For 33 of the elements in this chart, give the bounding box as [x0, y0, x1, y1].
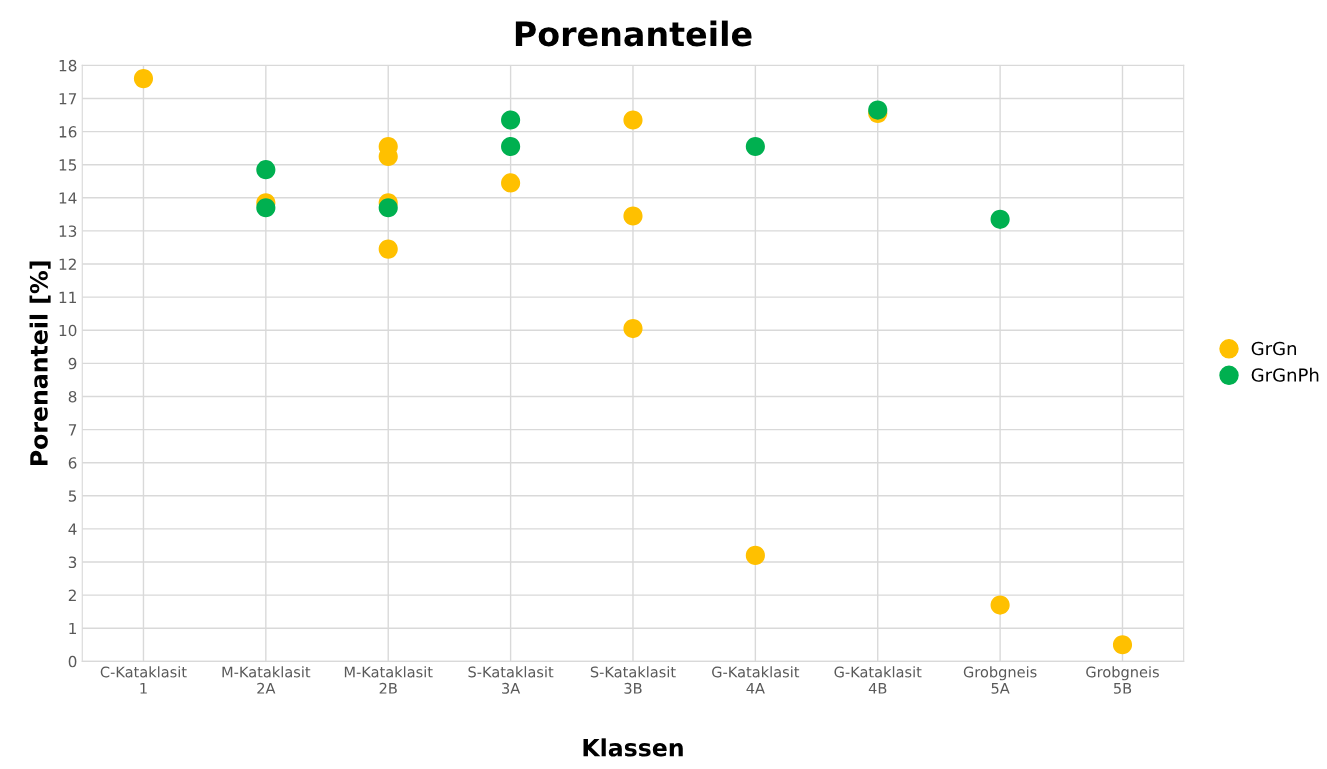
y-tick-label: 4	[68, 523, 77, 535]
x-tick-label: Grobgneis 5A	[963, 666, 1037, 694]
y-tick-label: 14	[59, 192, 77, 204]
x-tick-label: S-Kataklasit 3B	[590, 666, 676, 694]
y-tick-label: 0	[68, 655, 77, 668]
x-tick-label: C-Kataklasit 1	[100, 666, 187, 694]
x-tick-label: G-Kataklasit 4A	[712, 666, 800, 694]
x-tick-label: Grobgneis 5B	[1086, 666, 1159, 694]
y-tick-label: 8	[68, 390, 77, 403]
x-tick-label: G-Kataklasit 4B	[834, 666, 922, 694]
y-tick-label: 6	[68, 457, 77, 469]
x-axis-title: Klassen	[583, 738, 683, 757]
y-tick-label: 17	[59, 93, 77, 105]
chart-title: Porenanteile	[515, 20, 752, 47]
y-tick-label: 9	[68, 357, 77, 370]
y-tick-label: 1	[69, 622, 76, 635]
y-tick-label: 10	[59, 324, 77, 337]
y-tick-label: 7	[68, 424, 77, 436]
y-tick-label: 15	[59, 159, 77, 171]
y-tick-label: 12	[59, 258, 76, 270]
y-tick-label: 2	[68, 589, 76, 601]
y-tick-label: 13	[59, 225, 77, 237]
y-tick-label: 16	[59, 126, 77, 138]
legend-label: GrGnPh	[1251, 367, 1319, 382]
y-tick-label: 18	[59, 59, 77, 72]
y-tick-label: 11	[59, 291, 76, 303]
y-axis-title: Porenanteil [%]	[29, 261, 51, 466]
y-tick-label: 3	[68, 556, 77, 569]
legend-label: GrGn	[1251, 341, 1296, 356]
x-tick-label: S-Kataklasit 3A	[468, 666, 554, 694]
y-tick-label: 5	[68, 490, 77, 502]
x-tick-label: M-Kataklasit 2B	[344, 666, 433, 694]
x-tick-label: M-Kataklasit 2A	[222, 666, 311, 694]
